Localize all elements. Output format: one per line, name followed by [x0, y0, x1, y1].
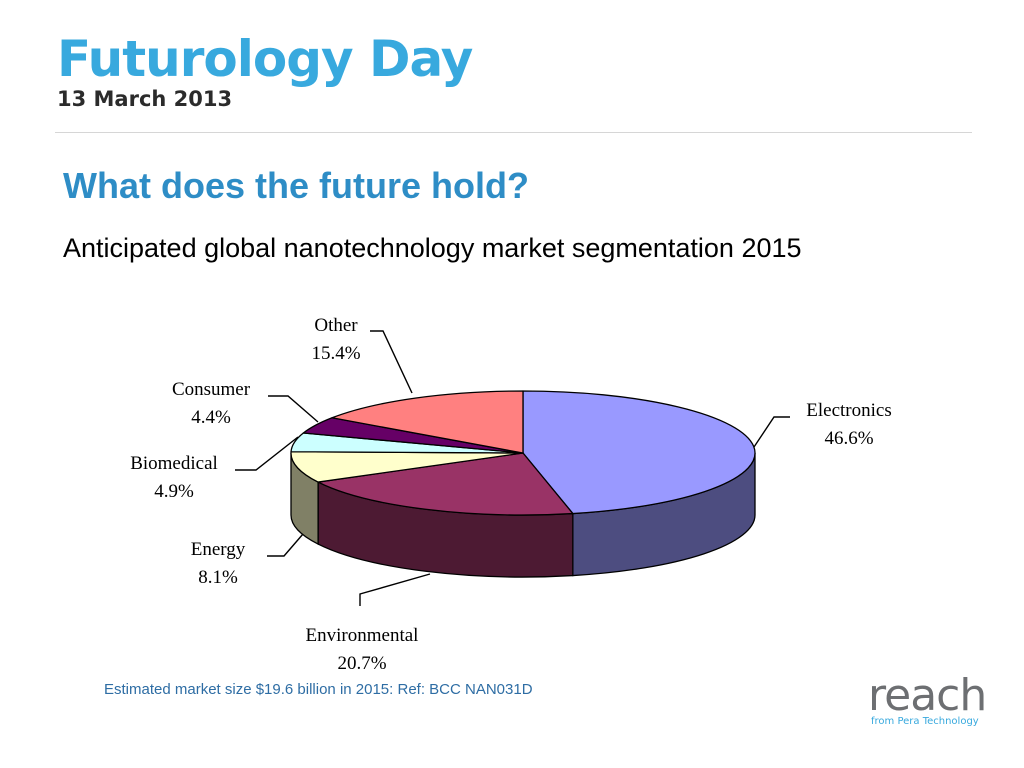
brand-date: 13 March 2013: [57, 87, 233, 111]
slice-value-energy: 8.1%: [198, 567, 238, 588]
pie-slice-environmental: [317, 452, 574, 516]
slice-label-environmental: Environmental: [306, 625, 419, 646]
slice-label-biomedical: Biomedical: [130, 453, 218, 474]
slice-label-consumer: Consumer: [172, 379, 251, 400]
leader-line-energy: [267, 533, 304, 557]
leader-line-electronics: [753, 416, 790, 448]
slice-label-electronics: Electronics: [806, 400, 891, 421]
slice-value-biomedical: 4.9%: [154, 481, 194, 502]
slice-value-other: 15.4%: [311, 343, 360, 364]
slice-label-other: Other: [314, 315, 358, 336]
slice-value-environmental: 20.7%: [337, 653, 386, 674]
leader-line-other: [370, 330, 413, 394]
slice-value-consumer: 4.4%: [191, 407, 231, 428]
pie-slice-energy: [290, 451, 524, 483]
logo-tagline: from Pera Technology: [871, 716, 979, 727]
leader-line-environmental: [359, 573, 431, 606]
logo-wordmark: reach: [868, 670, 987, 721]
brand-title: Futurology Day: [57, 30, 473, 88]
footnote: Estimated market size $19.6 billion in 2…: [104, 681, 533, 698]
label-leader-lines: [235, 330, 790, 606]
slice-value-electronics: 46.6%: [824, 428, 873, 449]
slide-subtitle: Anticipated global nanotechnology market…: [63, 233, 802, 263]
slice-label-energy: Energy: [191, 539, 246, 560]
pie-sides: [290, 452, 756, 578]
leader-line-consumer: [268, 395, 319, 423]
slide-title: What does the future hold?: [63, 165, 529, 206]
pie-slice-other: [331, 390, 524, 454]
header-divider: [55, 132, 972, 133]
reach-logo: reach from Pera Technology: [868, 670, 987, 728]
slice-labels: Electronics 46.6% Environmental 20.7% Energy…: [130, 315, 892, 674]
leader-line-biomedical: [235, 436, 299, 471]
pie-slices: [290, 390, 756, 516]
